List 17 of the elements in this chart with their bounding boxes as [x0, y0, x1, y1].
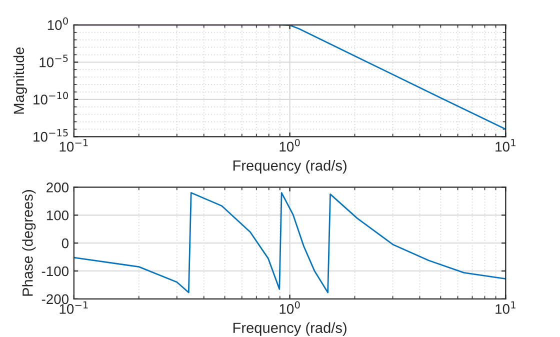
- y-tick-label: 10$^{−15}$: [34, 129, 68, 142]
- x-tick-label: 10$^{0}$: [280, 301, 300, 314]
- x-tick-label: 10$^{1}$: [496, 301, 516, 314]
- x-tick-label: 10$^{−1}$: [60, 139, 88, 152]
- x-tick-label: 10$^{1}$: [496, 139, 516, 152]
- y-tick-label: 0: [62, 238, 69, 248]
- y-tick-label: 200: [46, 182, 69, 192]
- x-tick-label: 10$^{0}$: [280, 138, 300, 152]
- y-tick-label: 10$^{−10}$: [34, 92, 68, 104]
- y-axis-title: Magnitude: [13, 47, 27, 114]
- y-tick-label: -100: [42, 266, 69, 276]
- y-tick-label: 10$^{0}$: [48, 17, 68, 30]
- y-tick-label: 10$^{−5}$: [40, 54, 68, 68]
- x-axis-title: Frequency (rad/s): [233, 322, 346, 336]
- y-axis-title: Phase (degrees): [22, 190, 36, 296]
- x-axis-title: Frequency (rad/s): [233, 160, 346, 174]
- y-tick-label: 100: [46, 210, 69, 220]
